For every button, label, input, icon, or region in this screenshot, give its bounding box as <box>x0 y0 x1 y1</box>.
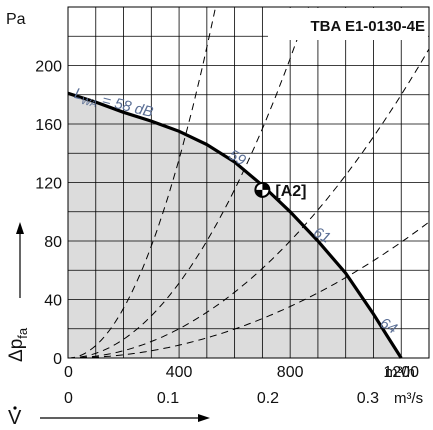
y-tick-label: 160 <box>35 117 62 134</box>
y-axis-arrowhead <box>16 222 24 234</box>
x-tick-label-bottom: 0 <box>64 390 73 407</box>
operating-point: [A2] <box>254 181 306 200</box>
x-tick-label-top: 400 <box>166 364 193 381</box>
x-tick-label-top: 800 <box>277 364 304 381</box>
system-curve-3 <box>68 48 430 359</box>
y-label-main: Δp <box>6 339 27 362</box>
x-tick-label-top: 0 <box>64 364 73 381</box>
svg-text:Δpfa: Δpfa <box>6 327 30 362</box>
y-tick-label: 200 <box>35 59 62 76</box>
y-label-sub: fa <box>15 327 30 339</box>
y-tick-label: 80 <box>44 234 62 251</box>
system-curves <box>67 6 430 359</box>
x-tick-label-bottom: 0.3 <box>357 390 379 407</box>
y-tick-label: 120 <box>35 176 62 193</box>
x-unit-top-label: m³/h <box>385 364 415 381</box>
x-tick-label-bottom: 0.2 <box>257 390 279 407</box>
fan-curve-line <box>67 91 403 359</box>
x-tick-label-top: 1200 <box>383 364 419 381</box>
system-curve-2 <box>68 6 309 359</box>
x-axis-arrowhead <box>198 414 210 422</box>
tick-labels: 0 40 80 120 160 200 0 400 800 1200 0 0.1 0.2 0.3 <box>35 59 419 408</box>
plot-frame <box>67 6 430 359</box>
x-tick-label-bottom: 0.1 <box>157 390 179 407</box>
y-tick-label: 40 <box>44 293 62 310</box>
title-background <box>268 8 428 40</box>
x-axis-label: V <box>8 407 22 429</box>
chart-title: TBA E1-0130-4E <box>311 18 426 35</box>
noise-label: 64 <box>377 315 400 338</box>
noise-label: 59 <box>226 146 250 169</box>
noise-label: 61 <box>310 224 333 247</box>
system-curve-1 <box>67 6 217 359</box>
operating-point-quadrant <box>262 182 270 190</box>
system-curve-4 <box>68 221 430 359</box>
operating-point-quadrant <box>255 189 263 197</box>
y-axis-label: Δpfa <box>6 327 30 362</box>
y-tick-label: 0 <box>53 351 62 368</box>
grid <box>68 7 429 358</box>
x-unit-bottom-label: m³/s <box>394 390 423 407</box>
operating-point-label: [A2] <box>275 183 306 200</box>
y-unit-label: Pa <box>6 11 26 28</box>
x-label-dot <box>13 406 17 410</box>
